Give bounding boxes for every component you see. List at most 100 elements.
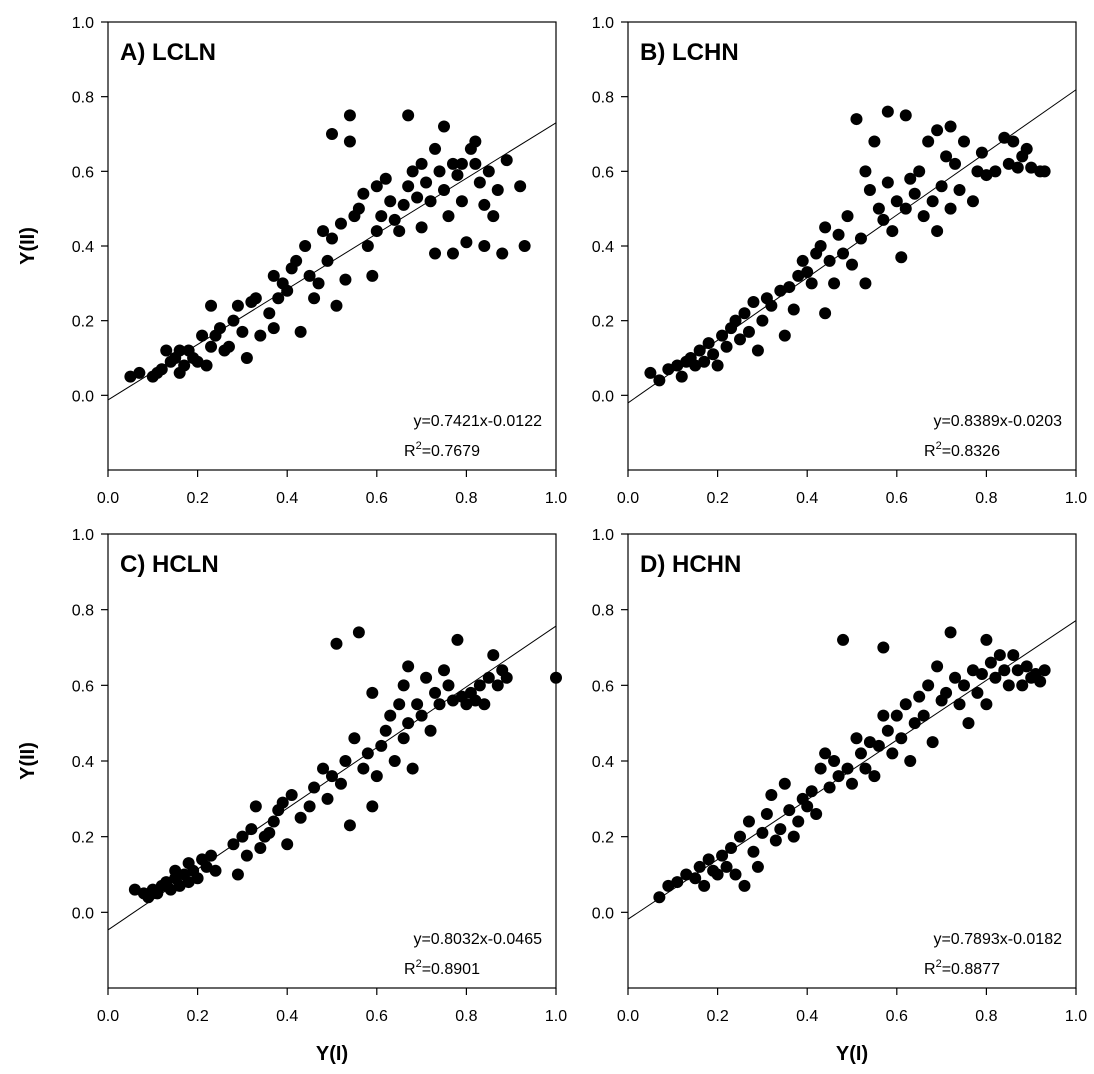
x-tick-label: 0.0	[97, 1008, 119, 1025]
y-tick-label: 0.8	[592, 90, 614, 107]
data-point	[455, 195, 468, 208]
data-point	[550, 671, 562, 684]
data-point	[236, 325, 249, 338]
data-point	[124, 370, 137, 383]
data-point	[254, 842, 267, 855]
data-point	[429, 686, 442, 699]
data-point	[877, 641, 890, 654]
r-squared-superscript: 2	[416, 958, 422, 970]
data-point	[254, 329, 267, 342]
data-point	[375, 739, 388, 752]
data-point	[402, 180, 415, 193]
data-point	[832, 228, 845, 241]
panel-d-hchn: 0.0 0.2 0.4 0.6 0.8 1.0 0.0 0.2 0.4 0.6 0.8 1.0 D) H…	[592, 527, 1087, 1065]
data-point	[281, 838, 294, 851]
data-point	[689, 872, 702, 885]
x-tick-label: 0.2	[186, 490, 208, 507]
data-point	[958, 679, 970, 692]
data-point	[917, 709, 930, 722]
data-point	[890, 195, 903, 208]
x-tick-label: 0.0	[97, 490, 119, 507]
x-tick-label: 0.0	[617, 490, 639, 507]
data-point	[783, 804, 796, 817]
data-point	[747, 845, 760, 858]
data-point	[689, 359, 702, 372]
x-tick-label: 0.2	[186, 1008, 208, 1025]
data-point	[837, 633, 850, 646]
fit-equation: y=0.8032x-0.0465	[413, 931, 542, 948]
data-point	[424, 724, 437, 737]
data-point	[420, 671, 433, 684]
data-point	[671, 359, 684, 372]
y-tick-label: 0.8	[72, 90, 94, 107]
panel-a-lcln: 0.0 0.2 0.4 0.6 0.8 1.0 0.0 0.2 0.4 0.6 0.8 1.0 A) L…	[17, 15, 567, 507]
data-point	[1020, 660, 1033, 673]
data-point	[908, 187, 921, 200]
data-point	[895, 251, 908, 264]
data-point	[980, 698, 993, 711]
data-point	[469, 694, 482, 707]
y-tick-label: 0.0	[592, 388, 614, 405]
data-point	[1007, 135, 1020, 148]
data-point	[832, 770, 845, 783]
data-point	[971, 686, 984, 699]
data-point	[935, 180, 948, 193]
data-point	[442, 210, 455, 223]
x-tick-label: 0.6	[366, 490, 388, 507]
data-point	[792, 269, 805, 282]
data-point	[738, 307, 751, 320]
data-point	[792, 815, 805, 828]
data-point	[388, 755, 401, 767]
data-point	[783, 281, 796, 294]
data-point	[317, 225, 330, 238]
x-tick-label: 0.2	[706, 1008, 728, 1025]
data-point	[357, 762, 370, 775]
data-point	[500, 671, 513, 684]
x-tick-label: 0.6	[886, 490, 908, 507]
x-tick-label: 0.4	[796, 1008, 818, 1025]
data-point	[904, 755, 917, 767]
data-point	[415, 157, 428, 170]
data-point	[352, 626, 365, 639]
data-point	[155, 363, 168, 376]
data-point	[294, 325, 307, 338]
plot-frame	[107, 533, 557, 989]
data-point	[814, 762, 827, 775]
y-tick-label: 1.0	[72, 527, 94, 544]
data-point	[1025, 161, 1038, 174]
data-point	[698, 879, 711, 892]
data-point	[482, 165, 495, 178]
data-point	[370, 180, 383, 193]
data-point	[182, 876, 195, 889]
data-point	[478, 240, 491, 252]
data-point	[361, 240, 374, 252]
data-point	[366, 686, 379, 699]
r-squared-value: =0.8901	[422, 961, 480, 978]
data-point	[841, 762, 854, 775]
data-point	[801, 266, 814, 279]
data-point	[460, 236, 473, 249]
data-point	[837, 247, 850, 260]
data-point	[890, 709, 903, 722]
data-point	[429, 142, 442, 155]
data-point	[491, 679, 504, 692]
x-tick-label: 0.8	[455, 490, 477, 507]
data-point	[877, 709, 890, 722]
data-point	[343, 109, 356, 122]
data-point	[290, 254, 303, 267]
data-point	[1038, 664, 1051, 677]
data-point	[720, 860, 733, 873]
data-point	[205, 849, 218, 862]
r-squared-value: =0.7679	[422, 443, 480, 460]
data-point	[680, 868, 693, 881]
data-point	[128, 883, 141, 896]
data-point	[231, 868, 244, 881]
data-point	[415, 221, 428, 234]
data-point	[1002, 679, 1015, 692]
data-point	[926, 736, 939, 749]
data-point	[828, 277, 841, 290]
data-point	[854, 747, 867, 760]
x-tick-label: 1.0	[545, 1008, 567, 1025]
data-point	[662, 879, 675, 892]
data-point	[922, 135, 935, 148]
